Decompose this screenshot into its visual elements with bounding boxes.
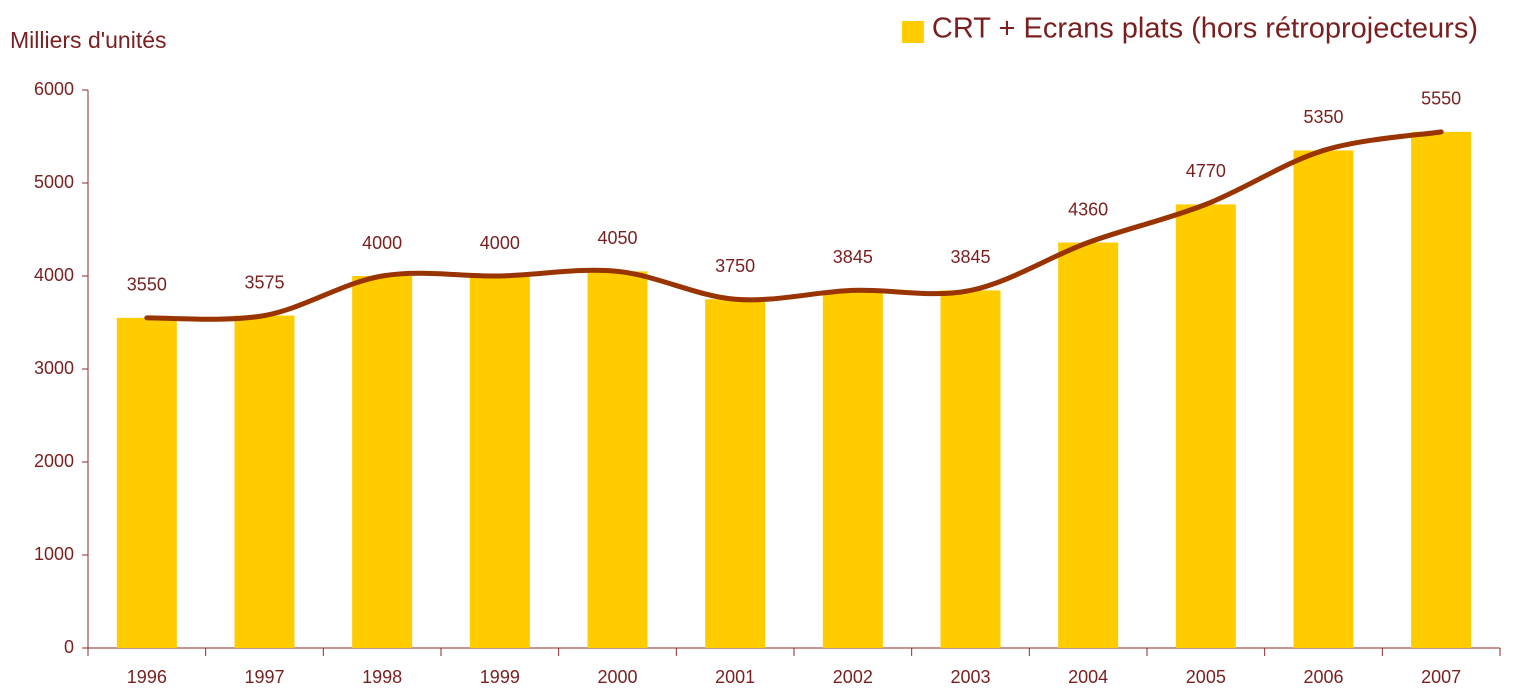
legend-swatch	[901, 21, 924, 43]
x-tick-label: 1996	[127, 667, 167, 687]
bar	[705, 299, 766, 648]
bar	[1058, 242, 1119, 648]
bar	[469, 276, 530, 648]
x-tick-label: 2003	[950, 667, 990, 687]
x-tick-label: 1998	[362, 667, 402, 687]
data-label: 3550	[127, 275, 167, 295]
data-label: 4000	[362, 233, 402, 253]
x-tick-label: 2004	[1068, 667, 1108, 687]
bar	[940, 290, 1001, 648]
data-label: 5350	[1303, 107, 1343, 127]
data-label: 4770	[1186, 161, 1226, 181]
y-tick-label: 0	[64, 637, 74, 657]
bar	[822, 290, 883, 648]
bar	[1293, 150, 1354, 648]
x-tick-label: 2007	[1421, 667, 1461, 687]
bar	[1175, 204, 1236, 648]
bar	[234, 315, 295, 648]
x-tick-label: 2006	[1303, 667, 1343, 687]
data-label: 4000	[480, 233, 520, 253]
x-tick-label: 1999	[480, 667, 520, 687]
chart-title: Milliers d'unités	[10, 27, 167, 53]
data-label: 4050	[597, 228, 637, 248]
x-tick-label: 2002	[833, 667, 873, 687]
data-label: 4360	[1068, 199, 1108, 219]
y-tick-label: 2000	[34, 451, 74, 471]
x-tick-label: 2005	[1186, 667, 1226, 687]
bar	[587, 271, 648, 648]
y-tick-label: 6000	[34, 79, 74, 99]
y-tick-label: 4000	[34, 265, 74, 285]
y-tick-label: 1000	[34, 544, 74, 564]
bar	[116, 317, 177, 648]
bar	[1411, 131, 1472, 649]
y-tick-label: 5000	[34, 172, 74, 192]
trend-line	[144, 129, 1444, 322]
data-label: 5550	[1421, 89, 1461, 109]
x-tick-label: 2000	[597, 667, 637, 687]
x-tick-label: 1997	[244, 667, 284, 687]
data-label: 3575	[244, 272, 284, 292]
bar	[352, 276, 413, 648]
legend-label: CRT + Ecrans plats (hors rétroprojecteur…	[932, 13, 1478, 45]
data-label: 3845	[950, 247, 990, 267]
x-tick-label: 2001	[715, 667, 755, 687]
data-label: 3845	[833, 247, 873, 267]
data-label: 3750	[715, 256, 755, 276]
y-tick-label: 3000	[34, 358, 74, 378]
